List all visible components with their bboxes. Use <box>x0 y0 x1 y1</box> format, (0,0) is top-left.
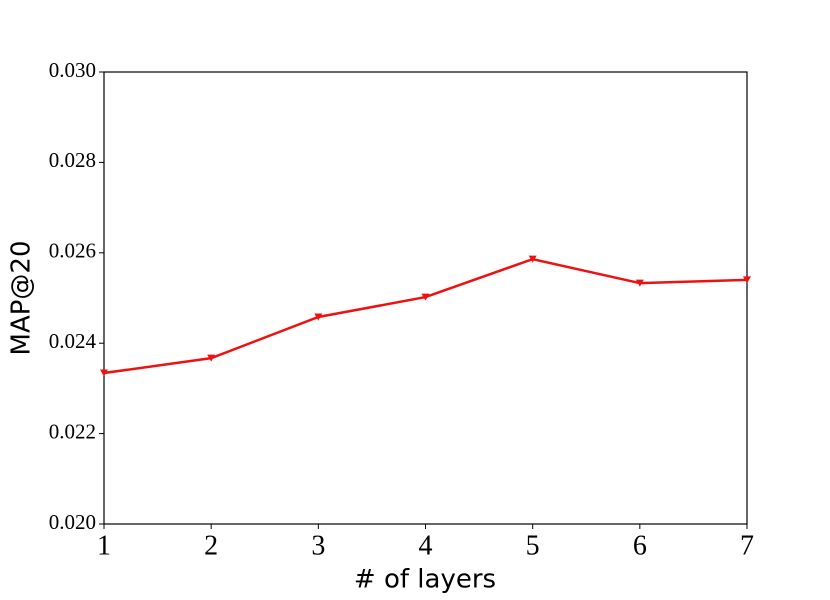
y-tick-label: 0.024 <box>49 329 97 353</box>
marker <box>743 276 751 284</box>
marker <box>528 255 537 263</box>
marker <box>207 354 216 362</box>
y-tick-label: 0.030 <box>49 58 96 82</box>
y-tick-label: 0.020 <box>49 510 96 534</box>
x-tick-label: 4 <box>419 530 433 561</box>
marker <box>635 279 644 287</box>
y-tick-label: 0.026 <box>49 239 96 263</box>
series-line <box>103 257 748 375</box>
x-tick-label: 2 <box>204 530 218 561</box>
x-tick-label: 5 <box>526 530 540 561</box>
x-tick-label: 7 <box>740 530 754 561</box>
marker <box>421 293 430 301</box>
y-tick-label: 0.022 <box>49 419 96 443</box>
x-axis-label: # of layers <box>354 565 496 595</box>
x-tick-label: 1 <box>97 530 111 561</box>
x-tick-label: 3 <box>311 530 325 561</box>
y-axis-label: MAP@20 <box>7 241 37 356</box>
x-tick-label: 6 <box>633 530 647 561</box>
marker <box>314 313 323 321</box>
y-tick-label: 0.028 <box>49 148 96 172</box>
marker <box>100 369 108 377</box>
